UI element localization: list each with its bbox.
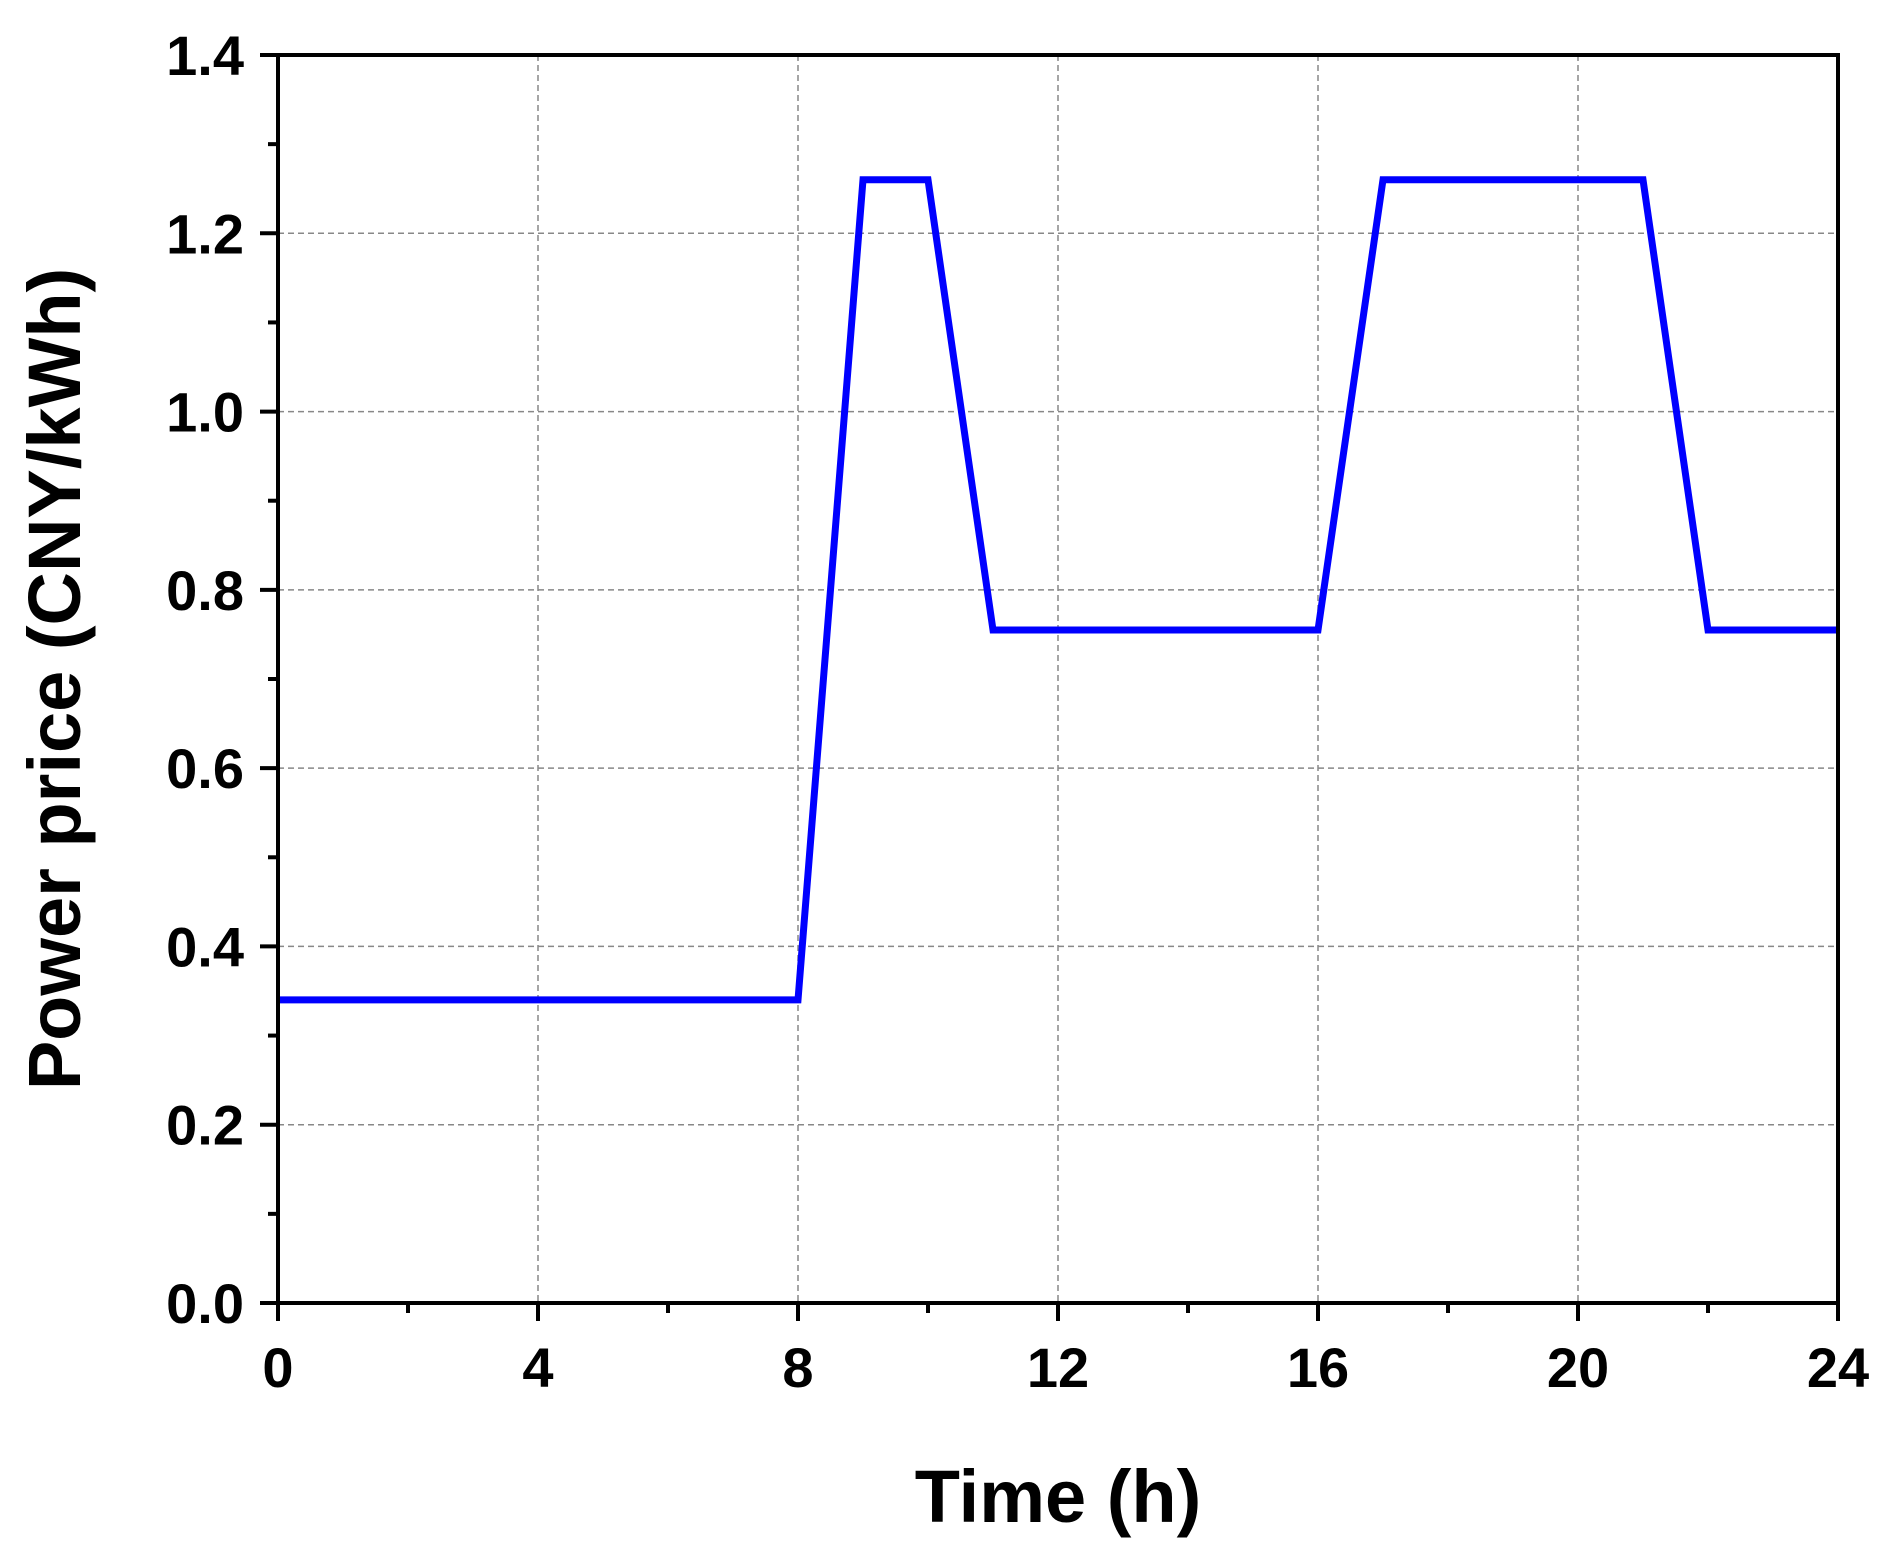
grid-layer — [278, 55, 1838, 1303]
series-layer — [278, 176, 1838, 1004]
tick-layer: 0 4 8 12 16 20 24 0.0 0.2 0.4 0.6 0.8 1.0 1.2 1.4 — [166, 24, 1869, 1399]
x-tick-label: 12 — [1027, 1336, 1089, 1399]
y-tick-label: 0.0 — [166, 1272, 244, 1335]
x-tick-label: 24 — [1807, 1336, 1869, 1399]
price-series-line — [278, 176, 1838, 1004]
x-tick-label: 4 — [522, 1336, 553, 1399]
y-tick-label: 1.2 — [166, 202, 244, 265]
x-tick-label: 20 — [1547, 1336, 1609, 1399]
x-tick-label: 16 — [1287, 1336, 1349, 1399]
x-axis-title: Time (h) — [915, 1455, 1201, 1538]
y-tick-label: 1.0 — [166, 381, 244, 444]
x-tick-label: 0 — [262, 1336, 293, 1399]
y-tick-label: 1.4 — [166, 24, 244, 87]
y-tick-label: 0.4 — [166, 915, 244, 978]
y-tick-label: 0.8 — [166, 559, 244, 622]
y-axis-title: Power price (CNY/kWh) — [13, 268, 96, 1090]
y-tick-label: 0.6 — [166, 737, 244, 800]
x-tick-label: 8 — [782, 1336, 813, 1399]
y-tick-label: 0.2 — [166, 1094, 244, 1157]
